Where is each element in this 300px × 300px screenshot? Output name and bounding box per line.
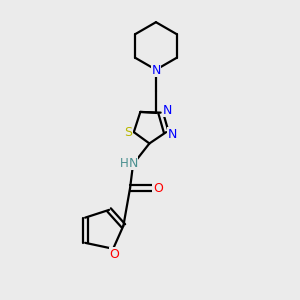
Text: S: S [124,126,133,139]
Text: N: N [168,128,177,141]
Text: O: O [110,248,120,261]
Text: N: N [151,64,160,77]
Text: N: N [163,104,172,117]
Text: N: N [128,157,138,169]
Text: O: O [153,182,163,194]
Text: H: H [120,157,129,169]
